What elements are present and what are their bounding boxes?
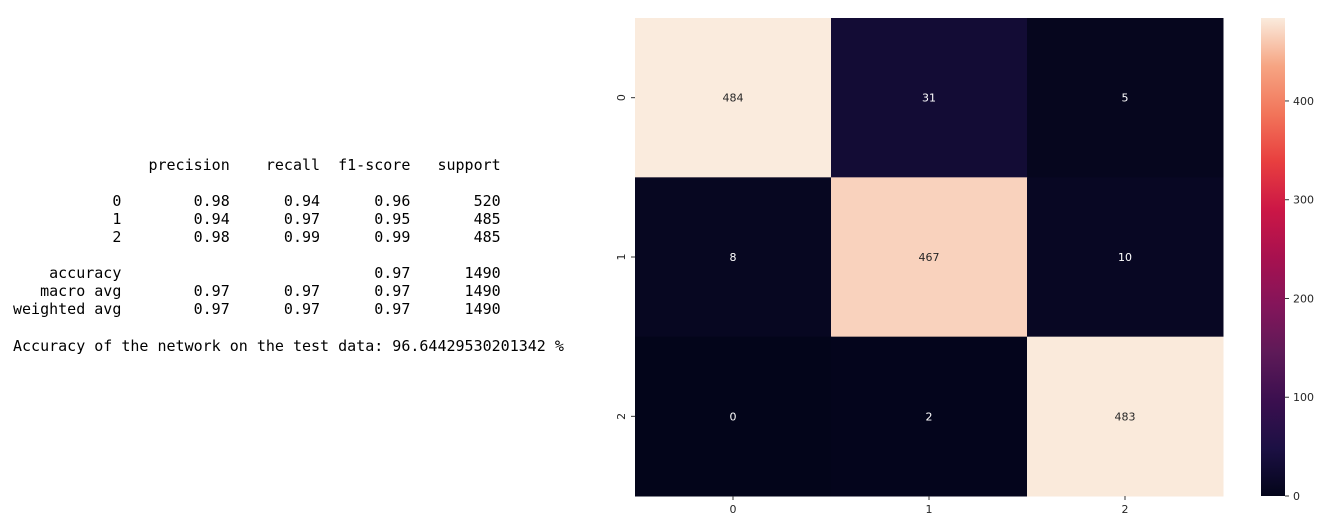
y-tick-label: 2	[615, 413, 628, 420]
x-tick-label: 1	[926, 503, 933, 516]
report-row: accuracy 0.97 1490	[13, 264, 501, 282]
cell-value-label: 10	[1118, 251, 1132, 264]
x-axis-ticks: 0 1 2	[730, 496, 1129, 516]
cell-value-label: 467	[919, 251, 940, 264]
colorbar-tick-label: 100	[1293, 391, 1314, 404]
report-row: 1 0.94 0.97 0.95 485	[13, 210, 501, 228]
accuracy-line: Accuracy of the network on the test data…	[13, 337, 564, 355]
heatmap-cell	[635, 177, 832, 338]
colorbar	[1261, 18, 1285, 496]
report-row: weighted avg 0.97 0.97 0.97 1490	[13, 300, 501, 318]
heatmap-cell-labels: 484 31 5 8 467 10 0 2 483	[723, 92, 1136, 424]
cell-value-label: 8	[730, 251, 737, 264]
y-tick-label: 0	[615, 94, 628, 101]
colorbar-tick-label: 300	[1293, 194, 1314, 207]
y-tick-label: 1	[615, 254, 628, 261]
heatmap-cell	[1027, 18, 1224, 178]
colorbar-tick-label: 400	[1293, 95, 1314, 108]
colorbar-tick-label: 0	[1293, 490, 1300, 503]
heatmap-cells	[635, 18, 1224, 497]
heatmap-cell	[635, 18, 832, 178]
heatmap-cell	[831, 177, 1028, 338]
heatmap-cell	[831, 336, 1028, 497]
classification-report: precision recall f1-score support 0 0.98…	[13, 156, 501, 318]
heatmap-cell	[831, 18, 1028, 178]
cell-value-label: 484	[723, 92, 744, 105]
heatmap-cell	[1027, 336, 1224, 497]
heatmap-cell	[635, 336, 832, 497]
report-row: 2 0.98 0.99 0.99 485	[13, 228, 501, 246]
y-axis-ticks: 0 1 2	[615, 94, 635, 420]
cell-value-label: 2	[926, 410, 933, 423]
x-tick-label: 0	[730, 503, 737, 516]
report-row: macro avg 0.97 0.97 0.97 1490	[13, 282, 501, 300]
report-row: 0 0.98 0.94 0.96 520	[13, 192, 501, 210]
x-tick-label: 2	[1122, 503, 1129, 516]
heatmap-cell	[1027, 177, 1224, 338]
report-header: precision recall f1-score support	[13, 156, 501, 174]
cell-value-label: 31	[922, 92, 936, 105]
cell-value-label: 5	[1122, 92, 1129, 105]
cell-value-label: 483	[1115, 410, 1136, 423]
cell-value-label: 0	[730, 410, 737, 423]
colorbar-tick-label: 200	[1293, 292, 1314, 305]
colorbar-ticks: 0 100 200 300 400	[1285, 95, 1314, 503]
